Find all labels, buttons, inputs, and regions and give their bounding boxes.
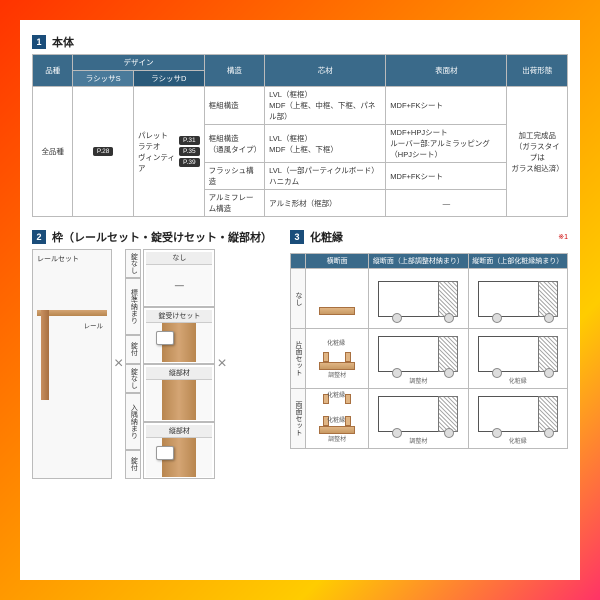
cell-badge-a: P.28 (73, 87, 134, 217)
section-2-header: 2 枠（レールセット・錠受けセット・縦部材） (32, 229, 282, 245)
lock-label-col: 錠なし 標準納まり 錠付 錠なし 入隅納まり 錠付 (125, 249, 141, 479)
th-design-b: ラシッサD (133, 71, 204, 87)
cell-design-items: パレット ラテオ ヴィンティア P.31 P.35 P.39 (133, 87, 204, 217)
option-col: なし — 錠受けセット 縦部材 縦部材 (143, 249, 215, 479)
th-design: デザイン (73, 55, 204, 71)
cell-hyoumen-0: MDF+FKシート (386, 87, 507, 125)
rail-set-panel: レールセット レール (32, 249, 112, 479)
th-shukka: 出荷形態 (507, 55, 568, 87)
th-hyoumen: 表面材 (386, 55, 507, 87)
cross-sec (369, 269, 468, 329)
plan-none (306, 269, 369, 329)
note-1: ※1 (558, 233, 568, 241)
cell-shukka: 加工完成品 （ガラスタイプは ガラス組込済） (507, 87, 568, 217)
times-icon: × (114, 355, 123, 373)
cell-hinshu: 全品種 (33, 87, 73, 217)
times-icon-2: × (217, 355, 226, 373)
th-hinshu: 品種 (33, 55, 73, 87)
cross-sec (468, 269, 567, 329)
plan-double: 化粧縁 化粧縁 調整材 (306, 389, 369, 449)
main-spec-table: 品種 デザイン 構造 芯材 表面材 出荷形態 ラシッサS ラシッサD 全品種 P… (32, 54, 568, 217)
section-1-title: 本体 (52, 34, 74, 50)
section-1-num: 1 (32, 35, 46, 49)
frame-combination-diagram: レールセット レール × 錠なし 標準納まり 錠付 錠なし 入隅納まり 錠付 (32, 249, 282, 479)
th-kouzou: 構造 (204, 55, 265, 87)
plan-single: 化粧縁 調整材 (306, 329, 369, 389)
cell-kouzou-0: 框組構造 (204, 87, 265, 125)
section-3-header: 3 化粧縁 (290, 229, 343, 245)
cell-shin-0: LVL（框框） MDF（上框、中框、下框、パネル部） (265, 87, 386, 125)
kasen-table: 横断面 縦断面（上部調整材納まり） 縦断面（上部化粧縁納まり） なし 片面セット… (290, 253, 568, 449)
th-shin: 芯材 (265, 55, 386, 87)
th-design-a: ラシッサS (73, 71, 134, 87)
section-1-header: 1 本体 (32, 34, 568, 50)
